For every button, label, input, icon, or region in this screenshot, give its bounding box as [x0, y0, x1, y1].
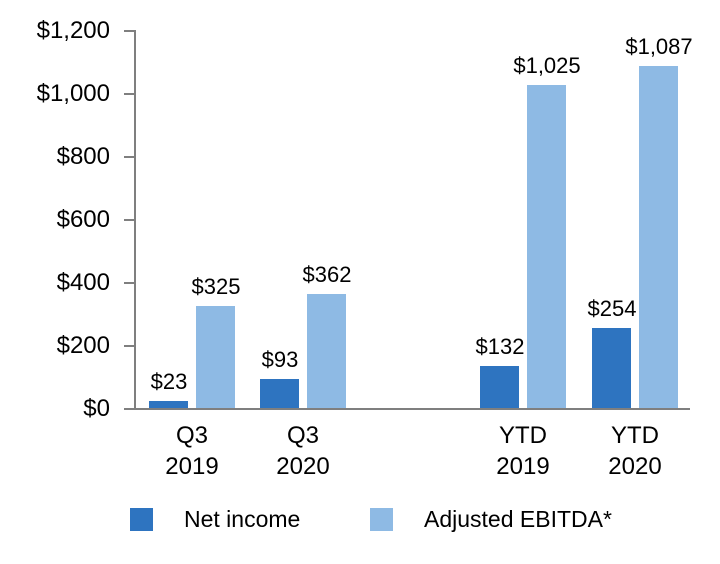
bar-adjusted-ebitda-1 — [307, 294, 346, 408]
y-tick-mark — [124, 345, 134, 347]
bar-value-label: $1,025 — [513, 53, 581, 78]
category-label: Q3 2019 — [165, 422, 219, 480]
bar-adjusted-ebitda-2 — [527, 85, 566, 408]
bar-value-label: $93 — [261, 347, 299, 372]
bar-net-income-3 — [592, 328, 631, 408]
y-tick-mark — [124, 93, 134, 95]
bar-adjusted-ebitda-3 — [639, 66, 678, 408]
y-tick-label: $800 — [56, 143, 110, 170]
y-tick-label: $200 — [56, 332, 110, 359]
bar-net-income-2 — [480, 366, 519, 408]
bar-net-income-1 — [260, 379, 299, 408]
legend-item-adjusted-ebitda: Adjusted EBITDA* — [370, 503, 612, 535]
bar-value-label: $132 — [475, 334, 525, 359]
category-label: Q3 2020 — [276, 422, 330, 480]
y-tick-mark — [124, 30, 134, 32]
legend-item-net-income: Net income — [130, 503, 300, 535]
bar-value-label: $254 — [587, 296, 637, 321]
y-tick-mark — [124, 282, 134, 284]
y-axis-line — [134, 30, 136, 410]
y-tick-label: $1,200 — [36, 17, 110, 44]
adjusted-ebitda-swatch — [370, 507, 393, 531]
y-tick-label: $0 — [83, 395, 110, 422]
category-label: YTD 2020 — [608, 422, 662, 480]
bar-adjusted-ebitda-0 — [196, 306, 235, 408]
y-tick-mark — [124, 156, 134, 158]
y-tick-label: $1,000 — [36, 80, 110, 107]
y-tick-mark — [124, 408, 134, 410]
bar-value-label: $23 — [150, 369, 188, 394]
bar-value-label: $362 — [302, 262, 352, 287]
category-label: YTD 2019 — [496, 422, 550, 480]
adjusted-ebitda-legend-label: Adjusted EBITDA* — [424, 505, 612, 532]
x-axis-line — [124, 408, 690, 410]
y-tick-mark — [124, 219, 134, 221]
y-tick-label: $400 — [56, 269, 110, 296]
bar-value-label: $325 — [191, 274, 241, 299]
net-income-swatch — [130, 507, 153, 531]
bar-net-income-0 — [149, 401, 188, 408]
bar-value-label: $1,087 — [625, 34, 693, 59]
y-tick-label: $600 — [56, 206, 110, 233]
net-income-legend-label: Net income — [184, 505, 301, 532]
